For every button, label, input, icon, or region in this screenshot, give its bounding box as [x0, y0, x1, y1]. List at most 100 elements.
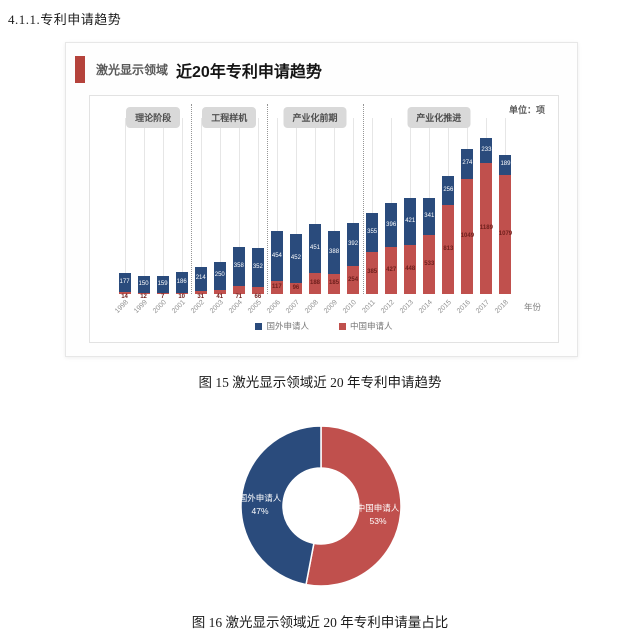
bar-segment-china [404, 244, 417, 294]
bar-segment-foreign [137, 276, 150, 293]
gridline [200, 118, 202, 294]
bar-value-label-china: 448 [405, 265, 416, 272]
legend-swatch-china [339, 322, 346, 330]
bar-segment-foreign [461, 148, 474, 179]
gridline [353, 118, 355, 294]
gridline [124, 118, 126, 294]
bar-value-label-foreign: 452 [290, 255, 301, 262]
unit-label: 单位：项 [508, 105, 545, 115]
bar-value-label-foreign: 396 [386, 221, 397, 228]
donut-label-china-percent: 53% [369, 516, 387, 526]
gridline [315, 118, 316, 294]
gridline [276, 118, 278, 294]
legend-label-foreign: 国外申请人 [266, 321, 309, 331]
bar-segment-china [328, 273, 341, 294]
bar-value-label-foreign: 233 [481, 146, 492, 153]
donut-label-foreign: 国外申请人 47% [230, 492, 290, 518]
bar-value-label-china: 66 [254, 294, 262, 300]
bar-segment-china [251, 286, 264, 294]
bar-segment-foreign [289, 233, 302, 284]
stage-pill: 理论阶段 [126, 107, 181, 128]
bar-segment-foreign [499, 154, 512, 176]
gridline [181, 118, 183, 294]
bar-value-label-china: 1079 [498, 231, 513, 238]
stage-divider-line [362, 104, 364, 294]
gridline [162, 118, 164, 294]
bar-value-label-china: 96 [292, 285, 300, 292]
x-axis-title: 年份 [524, 302, 542, 312]
bar-value-label-china: 185 [329, 280, 340, 287]
bar-value-label-china: 188 [309, 280, 320, 287]
bar-value-label-foreign: 177 [119, 279, 130, 286]
bar-segment-foreign [385, 203, 398, 248]
legend-item-foreign: 国外申请人 [255, 320, 309, 332]
bar-value-label-china: 7 [160, 294, 165, 300]
section-heading: 4.1.1.专利申请趋势 [8, 12, 122, 27]
bar-value-label-foreign: 189 [500, 161, 511, 168]
figure-16-caption: 图 16 激光显示领域近 20 年专利申请量占比 [191, 615, 449, 630]
bar-value-label-foreign: 341 [424, 213, 435, 220]
header-accent-bar [75, 56, 85, 83]
bar-chart-card-header: 激光显示领域 近20年专利申请趋势 [75, 56, 322, 83]
gridline [143, 118, 145, 294]
gridline [372, 118, 374, 294]
donut-svg [240, 425, 402, 587]
bar-value-label-foreign: 355 [367, 228, 378, 235]
donut-label-china-name: 中国申请人 [356, 503, 400, 513]
donut-label-foreign-percent: 47% [251, 506, 269, 516]
bar-segment-china [213, 289, 226, 294]
stage-pill: 产业化推进 [407, 107, 471, 128]
bar-value-label-foreign: 256 [443, 187, 454, 193]
bar-segment-china [480, 163, 493, 294]
bar-segment-china [194, 290, 207, 294]
bar-segment-china [499, 175, 512, 294]
bar-value-label-china: 533 [424, 261, 435, 268]
bar-segment-china [137, 292, 150, 294]
bar-value-label-china: 254 [348, 276, 359, 283]
bar-value-label-china: 1049 [460, 232, 475, 239]
bar-value-label-foreign: 451 [309, 245, 320, 252]
bar-panel-body: 单位：项 177 14 1998 150 12 1999 159 7 2000 186 10 2001… [89, 95, 559, 343]
bar-segment-foreign [118, 273, 131, 293]
stage-pill: 产业化前期 [283, 107, 347, 128]
bar-value-label-china: 117 [272, 284, 282, 291]
gridline [238, 118, 240, 294]
bar-segment-china [289, 283, 302, 294]
bar-value-label-foreign: 274 [462, 160, 473, 167]
bar-segment-china [175, 292, 188, 294]
bar-value-label-foreign: 214 [195, 275, 206, 282]
bar-value-label-foreign: 352 [252, 263, 263, 270]
bar-value-label-foreign: 159 [157, 281, 168, 287]
bar-segment-china [309, 273, 321, 294]
bar-segment-foreign [328, 230, 341, 274]
bar-value-label-china: 41 [216, 294, 224, 300]
stage-pill: 工程样机 [202, 107, 257, 128]
gridline [334, 118, 336, 294]
bar-segment-foreign [194, 267, 207, 291]
bar-segment-foreign [175, 272, 188, 293]
bar-value-label-china: 31 [197, 294, 205, 300]
chart-legend: 国外申请人 中国申请人 [90, 320, 558, 332]
legend-item-china: 中国申请人 [339, 320, 393, 332]
bar-value-label-china: 10 [178, 294, 185, 300]
bar-segment-foreign [156, 275, 169, 294]
bar-segment-foreign [423, 197, 436, 236]
bar-segment-foreign [232, 246, 245, 287]
donut-label-foreign-name: 国外申请人 [238, 493, 282, 503]
bar-segment-china [366, 251, 379, 294]
bar-plot: 177 14 1998 150 12 1999 159 7 2000 186 10 2001 214 31… [114, 118, 515, 315]
bar-value-label-foreign: 250 [214, 272, 225, 279]
legend-label-china: 中国申请人 [350, 321, 393, 331]
bar-segment-china [423, 235, 436, 294]
bar-value-label-foreign: 454 [271, 252, 282, 259]
gridline [257, 118, 259, 294]
bar-segment-china [156, 293, 169, 294]
bar-segment-china [385, 247, 398, 294]
donut-label-china: 中国申请人 53% [348, 502, 408, 528]
bar-value-label-china: 1189 [479, 225, 493, 232]
bar-value-label-foreign: 421 [405, 218, 416, 225]
bar-value-label-china: 71 [235, 294, 243, 300]
bar-value-label-foreign: 358 [233, 263, 244, 269]
bar-value-label-foreign: 388 [329, 248, 340, 255]
chart-header-label: 激光显示领域 [96, 63, 169, 77]
